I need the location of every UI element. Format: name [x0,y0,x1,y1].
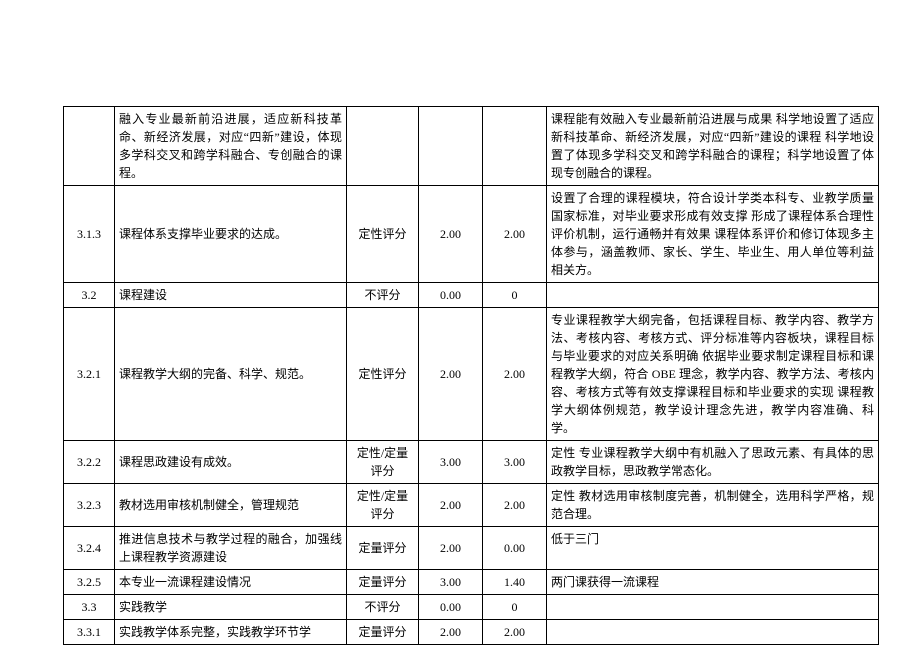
cell-idx: 3.3.1 [64,620,115,645]
cell-idx: 3.1.3 [64,186,115,283]
table-row: 3.2.4 推进信息技术与教学过程的融合，加强线上课程教学资源建设 定量评分 2… [64,527,879,570]
table-row: 3.3 实践教学 不评分 0.00 0 [64,595,879,620]
cell-type: 定性评分 [347,308,419,441]
cell-item: 融入专业最新前沿进展，适应新科技革命、新经济发展，对应“四新”建设，体现多学科交… [115,107,347,186]
table-body: 融入专业最新前沿进展，适应新科技革命、新经济发展，对应“四新”建设，体现多学科交… [64,107,879,645]
cell-note [547,595,879,620]
cell-note: 定性 专业课程教学大纲中有机融入了思政元素、有具体的思政教学目标，思政教学常态化… [547,441,879,484]
cell-item: 本专业一流课程建设情况 [115,570,347,595]
cell-item: 课程体系支撑毕业要求的达成。 [115,186,347,283]
cell-sc2: 0 [483,595,547,620]
cell-type: 定性/定量评分 [347,484,419,527]
cell-sc1: 3.00 [419,441,483,484]
cell-idx: 3.2 [64,283,115,308]
table-row: 3.2.3 教材选用审核机制健全，管理规范 定性/定量评分 2.00 2.00 … [64,484,879,527]
table-row: 3.2 课程建设 不评分 0.00 0 [64,283,879,308]
table-row: 3.2.1 课程教学大纲的完备、科学、规范。 定性评分 2.00 2.00 专业… [64,308,879,441]
cell-note: 低于三门 [547,527,879,570]
cell-sc2: 1.40 [483,570,547,595]
cell-idx: 3.2.1 [64,308,115,441]
cell-idx [64,107,115,186]
cell-type: 定量评分 [347,620,419,645]
cell-item: 课程教学大纲的完备、科学、规范。 [115,308,347,441]
cell-note: 设置了合理的课程模块，符合设计学类本科专、业教学质量国家标准，对毕业要求形成有效… [547,186,879,283]
cell-idx: 3.2.4 [64,527,115,570]
table-row: 3.3.1 实践教学体系完整，实践教学环节学 定量评分 2.00 2.00 [64,620,879,645]
cell-note: 课程能有效融入专业最新前沿进展与成果 科学地设置了适应新科技革命、新经济发展，对… [547,107,879,186]
cell-item: 推进信息技术与教学过程的融合，加强线上课程教学资源建设 [115,527,347,570]
cell-idx: 3.3 [64,595,115,620]
table-row: 3.2.2 课程思政建设有成效。 定性/定量评分 3.00 3.00 定性 专业… [64,441,879,484]
cell-sc1 [419,107,483,186]
cell-sc1: 2.00 [419,620,483,645]
cell-type: 定量评分 [347,527,419,570]
cell-sc1: 2.00 [419,527,483,570]
table-row: 融入专业最新前沿进展，适应新科技革命、新经济发展，对应“四新”建设，体现多学科交… [64,107,879,186]
cell-sc2: 0 [483,283,547,308]
cell-item: 课程思政建设有成效。 [115,441,347,484]
cell-item: 教材选用审核机制健全，管理规范 [115,484,347,527]
cell-item: 实践教学体系完整，实践教学环节学 [115,620,347,645]
cell-type: 不评分 [347,283,419,308]
cell-sc1: 0.00 [419,595,483,620]
cell-idx: 3.2.3 [64,484,115,527]
cell-note: 专业课程教学大纲完备，包括课程目标、教学内容、教学方法、考核内容、考核方式、评分… [547,308,879,441]
cell-sc1: 2.00 [419,484,483,527]
cell-type: 定性评分 [347,186,419,283]
table-row: 3.1.3 课程体系支撑毕业要求的达成。 定性评分 2.00 2.00 设置了合… [64,186,879,283]
cell-item: 实践教学 [115,595,347,620]
cell-note [547,620,879,645]
cell-sc2: 2.00 [483,308,547,441]
page: 融入专业最新前沿进展，适应新科技革命、新经济发展，对应“四新”建设，体现多学科交… [0,0,920,651]
cell-idx: 3.2.2 [64,441,115,484]
cell-note: 定性 教材选用审核制度完善，机制健全，选用科学严格，规范合理。 [547,484,879,527]
cell-note: 两门课获得一流课程 [547,570,879,595]
cell-type: 定量评分 [347,570,419,595]
cell-type: 不评分 [347,595,419,620]
cell-item: 课程建设 [115,283,347,308]
evaluation-table: 融入专业最新前沿进展，适应新科技革命、新经济发展，对应“四新”建设，体现多学科交… [63,106,879,645]
cell-note [547,283,879,308]
cell-sc2: 2.00 [483,620,547,645]
cell-sc1: 0.00 [419,283,483,308]
cell-type [347,107,419,186]
cell-type: 定性/定量评分 [347,441,419,484]
cell-idx: 3.2.5 [64,570,115,595]
cell-sc2: 2.00 [483,186,547,283]
cell-sc2: 0.00 [483,527,547,570]
cell-sc2 [483,107,547,186]
cell-sc2: 2.00 [483,484,547,527]
cell-sc1: 2.00 [419,186,483,283]
table-row: 3.2.5 本专业一流课程建设情况 定量评分 3.00 1.40 两门课获得一流… [64,570,879,595]
cell-sc1: 2.00 [419,308,483,441]
cell-sc2: 3.00 [483,441,547,484]
cell-sc1: 3.00 [419,570,483,595]
